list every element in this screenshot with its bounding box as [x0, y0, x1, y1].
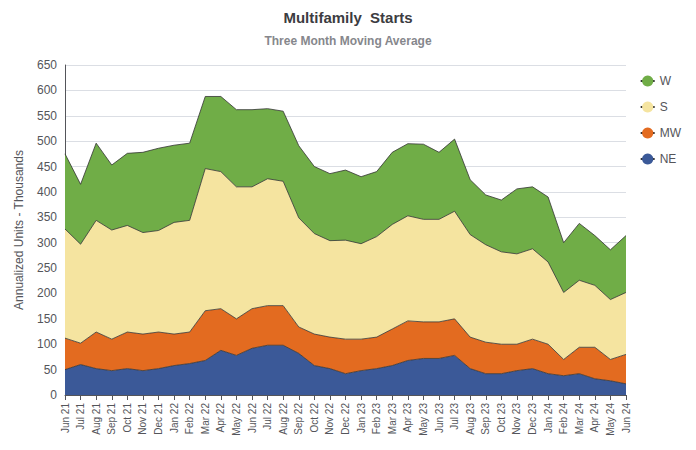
svg-text:Jun 22: Jun 22 [247, 403, 258, 433]
svg-text:Jan 23: Jan 23 [356, 403, 367, 433]
svg-text:Oct 22: Oct 22 [309, 403, 320, 433]
svg-text:Jun 21: Jun 21 [60, 403, 71, 433]
svg-text:Jan 22: Jan 22 [169, 403, 180, 433]
svg-text:May 22: May 22 [231, 403, 242, 436]
svg-text:Sep 22: Sep 22 [293, 403, 304, 435]
svg-text:Nov 22: Nov 22 [324, 403, 335, 435]
svg-text:300: 300 [37, 236, 57, 250]
svg-text:Dec 21: Dec 21 [153, 403, 164, 435]
svg-text:0: 0 [50, 388, 57, 402]
svg-text:100: 100 [37, 337, 57, 351]
svg-text:Oct 23: Oct 23 [496, 403, 507, 433]
svg-text:Mar 24: Mar 24 [574, 403, 585, 435]
svg-text:Jul 22: Jul 22 [262, 403, 273, 430]
svg-text:350: 350 [37, 210, 57, 224]
svg-text:600: 600 [37, 83, 57, 97]
svg-text:650: 650 [37, 58, 57, 72]
svg-text:Sep 21: Sep 21 [106, 403, 117, 435]
svg-text:250: 250 [37, 261, 57, 275]
svg-text:Jun 23: Jun 23 [434, 403, 445, 433]
svg-text:Mar 22: Mar 22 [200, 403, 211, 435]
svg-text:Dec 23: Dec 23 [527, 403, 538, 435]
svg-text:Apr 22: Apr 22 [215, 403, 226, 433]
svg-text:Aug 23: Aug 23 [465, 403, 476, 435]
svg-text:Aug 21: Aug 21 [91, 403, 102, 435]
svg-text:Jul 21: Jul 21 [75, 403, 86, 430]
svg-text:500: 500 [37, 134, 57, 148]
svg-text:May 23: May 23 [418, 403, 429, 436]
svg-text:400: 400 [37, 185, 57, 199]
svg-text:Jul 23: Jul 23 [449, 403, 460, 430]
svg-text:Annualized Units - Thousands: Annualized Units - Thousands [12, 150, 26, 310]
svg-text:Feb 24: Feb 24 [558, 403, 569, 435]
svg-text:Apr 24: Apr 24 [589, 403, 600, 433]
svg-text:S: S [660, 100, 668, 114]
svg-text:Nov 23: Nov 23 [511, 403, 522, 435]
svg-text:Sep 23: Sep 23 [480, 403, 491, 435]
svg-text:200: 200 [37, 286, 57, 300]
svg-text:50: 50 [44, 363, 58, 377]
svg-text:May 24: May 24 [605, 403, 616, 436]
svg-text:Multifamily Starts: Multifamily Starts [283, 9, 412, 26]
svg-text:Apr 23: Apr 23 [402, 403, 413, 433]
svg-text:NE: NE [660, 152, 677, 166]
svg-text:Jan 24: Jan 24 [543, 403, 554, 433]
svg-text:150: 150 [37, 312, 57, 326]
svg-text:Oct 21: Oct 21 [122, 403, 133, 433]
svg-text:Nov 21: Nov 21 [137, 403, 148, 435]
svg-text:450: 450 [37, 160, 57, 174]
svg-text:Feb 23: Feb 23 [371, 403, 382, 435]
svg-text:W: W [660, 74, 672, 88]
svg-text:MW: MW [660, 126, 682, 140]
svg-text:Jun 24: Jun 24 [621, 403, 632, 433]
svg-text:Aug 22: Aug 22 [278, 403, 289, 435]
svg-text:Mar 23: Mar 23 [387, 403, 398, 435]
svg-text:Feb 22: Feb 22 [184, 403, 195, 435]
svg-text:550: 550 [37, 109, 57, 123]
svg-text:Dec 22: Dec 22 [340, 403, 351, 435]
svg-text:Three Month Moving Average: Three Month Moving Average [264, 34, 431, 48]
